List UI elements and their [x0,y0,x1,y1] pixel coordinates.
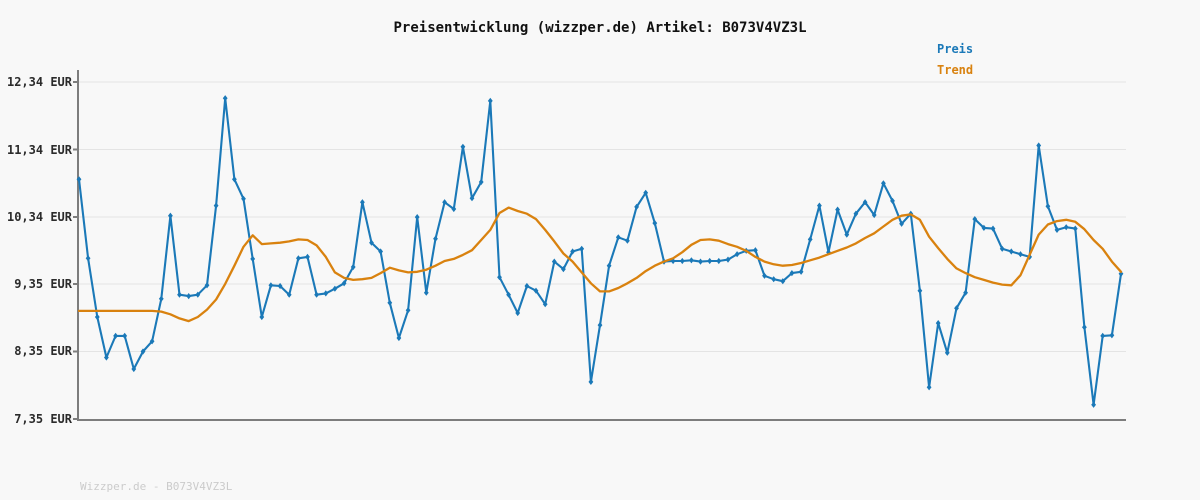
y-tick-label: 11,34 EUR [6,142,72,157]
legend-item-trend: Trend [937,63,974,77]
y-tick-label: 9,35 EUR [14,276,72,291]
y-tick-label: 7,35 EUR [14,412,72,426]
legend-item-preis: Preis [937,42,974,56]
y-tick-label: 12,34 EUR [6,75,72,89]
footer-watermark: Wizzper.de - B073V4VZ3L [80,480,233,493]
chart-title: Preisentwicklung (wizzper.de) Artikel: B… [393,20,807,36]
y-tick-label: 10,34 EUR [6,210,72,225]
y-tick-label: 8,35 EUR [14,344,72,359]
legend: Preis Trend [937,39,973,81]
